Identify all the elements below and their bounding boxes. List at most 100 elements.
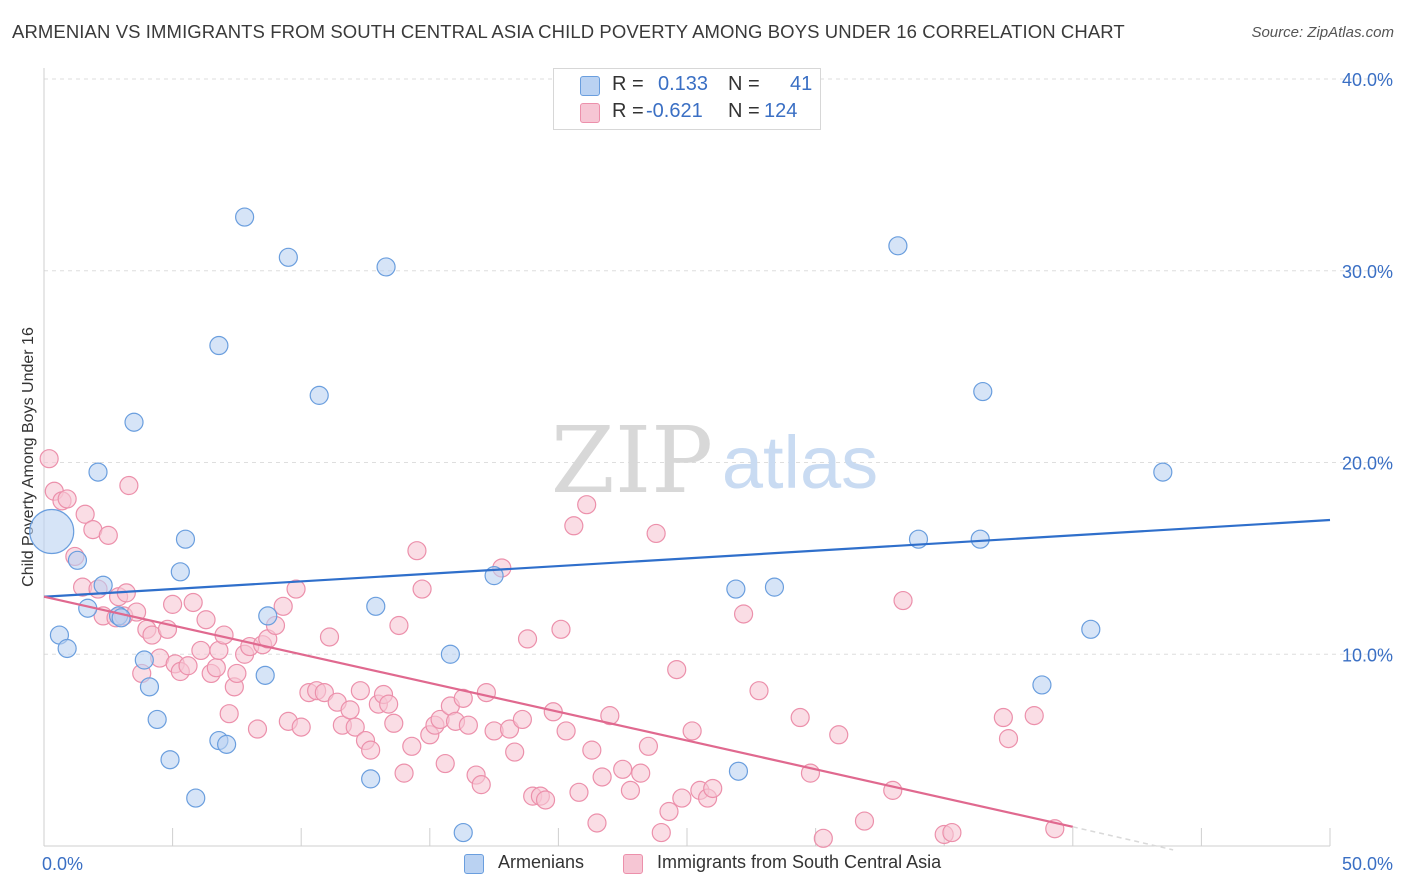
y-tick-label: 10.0% — [1342, 645, 1393, 665]
point-south-central-asia — [638, 736, 659, 756]
gridlines — [44, 78, 1395, 655]
legend-swatch-pink — [623, 854, 643, 874]
point-south-central-asia — [651, 822, 671, 843]
n-label: N = — [728, 100, 760, 122]
point-south-central-asia — [345, 717, 365, 737]
point-armenian — [29, 508, 75, 555]
trend-line-extension — [1072, 826, 1174, 851]
legend-row-armenians: R = 0.133 N = 41 — [554, 73, 820, 100]
r-value: -0.621 — [646, 100, 703, 122]
point-south-central-asia — [499, 719, 520, 739]
point-armenian — [235, 207, 255, 227]
point-south-central-asia — [512, 709, 532, 730]
point-south-central-asia — [183, 592, 203, 613]
trend-line-armenians — [43, 518, 1331, 598]
point-south-central-asia — [998, 729, 1019, 749]
point-south-central-asia — [163, 594, 183, 614]
point-armenian — [440, 644, 460, 664]
n-value: 41 — [790, 73, 813, 95]
point-south-central-asia — [286, 579, 306, 599]
point-south-central-asia — [350, 681, 370, 701]
series-armenians — [29, 207, 1173, 843]
point-south-central-asia — [273, 596, 293, 616]
r-value: 0.133 — [658, 73, 709, 95]
point-armenian — [361, 769, 381, 789]
point-south-central-asia — [219, 704, 239, 724]
point-south-central-asia — [582, 740, 602, 760]
point-south-central-asia — [453, 688, 473, 708]
watermark-zip: ZIP — [551, 407, 713, 514]
point-south-central-asia — [57, 489, 77, 509]
point-armenian — [973, 381, 993, 402]
legend-row-south-central-asia: R = -0.621 N = 124 — [554, 100, 820, 127]
point-armenian — [93, 575, 113, 595]
point-south-central-asia — [600, 706, 620, 726]
point-south-central-asia — [412, 579, 432, 599]
point-south-central-asia — [75, 504, 95, 524]
y-tick-label: 30.0% — [1342, 262, 1393, 282]
point-armenian — [1153, 462, 1173, 482]
r-label: R = — [612, 73, 644, 95]
n-label: N = — [728, 73, 760, 95]
point-south-central-asia — [551, 619, 571, 639]
point-south-central-asia — [813, 828, 833, 848]
point-armenian — [88, 462, 108, 482]
point-south-central-asia — [682, 721, 702, 741]
point-armenian — [217, 734, 237, 754]
point-armenian — [726, 579, 746, 599]
legend-swatch-blue — [580, 76, 600, 96]
point-armenian — [147, 709, 167, 730]
point-south-central-asia — [98, 525, 118, 545]
trend-line-south-central-asia — [43, 595, 1074, 828]
point-south-central-asia — [119, 475, 139, 496]
trend-lines — [43, 518, 1331, 851]
legend-swatch-blue — [464, 854, 484, 874]
point-south-central-asia — [535, 790, 556, 810]
point-armenian — [209, 335, 229, 356]
point-south-central-asia — [942, 822, 962, 843]
point-south-central-asia — [659, 801, 679, 822]
point-armenian — [888, 236, 908, 256]
point-armenian — [376, 257, 396, 277]
point-south-central-asia — [517, 629, 538, 649]
point-south-central-asia — [556, 721, 576, 741]
r-label: R = — [612, 100, 644, 122]
point-south-central-asia — [613, 759, 633, 779]
y-tick-label: 40.0% — [1342, 70, 1393, 90]
point-armenian — [255, 665, 275, 685]
point-south-central-asia — [587, 813, 607, 833]
legend-swatch-pink — [580, 103, 600, 123]
point-armenian — [134, 650, 154, 670]
point-south-central-asia — [247, 719, 268, 739]
watermark: ZIP atlas — [551, 407, 878, 514]
point-armenian — [124, 412, 144, 432]
point-south-central-asia — [384, 713, 404, 733]
point-armenian — [366, 596, 386, 616]
point-south-central-asia — [993, 707, 1013, 728]
point-south-central-asia — [893, 590, 913, 611]
point-south-central-asia — [672, 788, 692, 808]
point-south-central-asia — [394, 763, 414, 783]
point-armenian — [139, 677, 160, 697]
point-armenian — [67, 550, 88, 570]
point-armenian — [309, 385, 329, 405]
point-armenian — [160, 750, 180, 770]
x-tick-label: 50.0% — [1342, 854, 1393, 874]
legend-label: Immigrants from South Central Asia — [657, 852, 942, 872]
legend-label: Armenians — [498, 852, 585, 872]
point-south-central-asia — [402, 736, 422, 756]
point-armenian — [170, 562, 190, 582]
point-south-central-asia — [471, 775, 491, 795]
point-south-central-asia — [733, 604, 754, 624]
point-armenian — [764, 577, 785, 597]
point-armenian — [258, 606, 278, 626]
source-credit: Source: ZipAtlas.com — [1251, 24, 1394, 41]
point-south-central-asia — [314, 682, 334, 703]
point-armenian — [1081, 619, 1101, 639]
point-south-central-asia — [749, 681, 769, 701]
point-south-central-asia — [667, 659, 687, 680]
point-south-central-asia — [39, 449, 59, 469]
point-south-central-asia — [1024, 706, 1044, 726]
point-south-central-asia — [361, 740, 381, 760]
